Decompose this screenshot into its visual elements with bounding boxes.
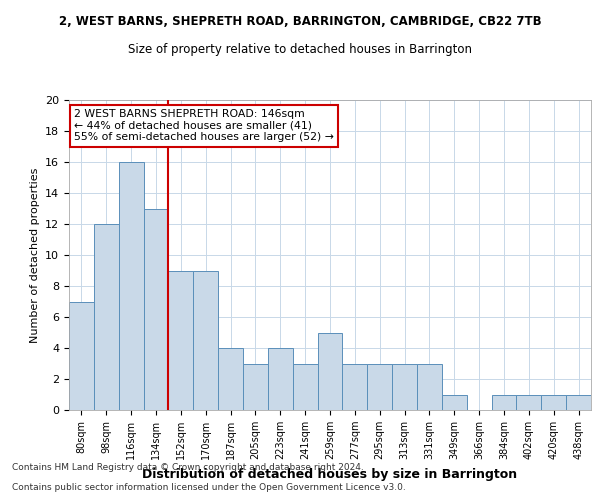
Y-axis label: Number of detached properties: Number of detached properties [29, 168, 40, 342]
Text: 2 WEST BARNS SHEPRETH ROAD: 146sqm
← 44% of detached houses are smaller (41)
55%: 2 WEST BARNS SHEPRETH ROAD: 146sqm ← 44%… [74, 110, 334, 142]
Bar [566, 394, 591, 410]
Text: Contains HM Land Registry data © Crown copyright and database right 2024.: Contains HM Land Registry data © Crown c… [12, 464, 364, 472]
Bar [243, 364, 268, 410]
Text: Size of property relative to detached houses in Barrington: Size of property relative to detached ho… [128, 42, 472, 56]
Bar [119, 162, 143, 410]
Bar [193, 270, 218, 410]
Bar [417, 364, 442, 410]
Bar [343, 364, 367, 410]
Bar [293, 364, 317, 410]
Bar [367, 364, 392, 410]
Bar [268, 348, 293, 410]
Bar [69, 302, 94, 410]
Bar [442, 394, 467, 410]
Bar [517, 394, 541, 410]
Bar [143, 208, 169, 410]
Bar [317, 332, 343, 410]
Bar [218, 348, 243, 410]
Bar [541, 394, 566, 410]
Text: 2, WEST BARNS, SHEPRETH ROAD, BARRINGTON, CAMBRIDGE, CB22 7TB: 2, WEST BARNS, SHEPRETH ROAD, BARRINGTON… [59, 15, 541, 28]
Bar [392, 364, 417, 410]
X-axis label: Distribution of detached houses by size in Barrington: Distribution of detached houses by size … [142, 468, 518, 480]
Bar [94, 224, 119, 410]
Text: Contains public sector information licensed under the Open Government Licence v3: Contains public sector information licen… [12, 484, 406, 492]
Bar [169, 270, 193, 410]
Bar [491, 394, 517, 410]
